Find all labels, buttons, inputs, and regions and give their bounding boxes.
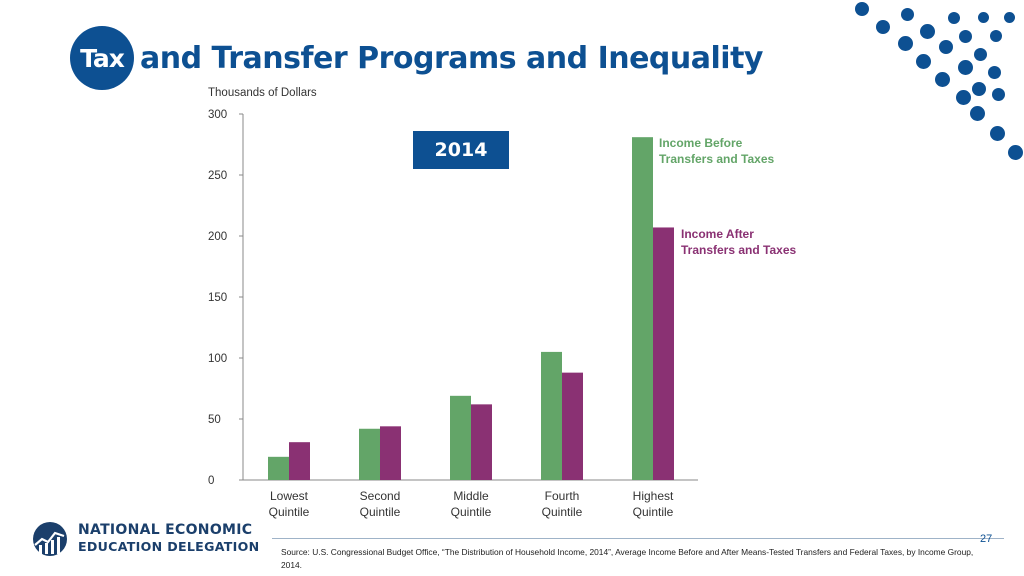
title-text: and Transfer Programs and Inequality — [140, 40, 763, 76]
x-tick-label: Quintile — [269, 505, 310, 519]
bar-after — [653, 227, 674, 480]
y-tick-label: 250 — [208, 170, 227, 182]
slide-title: Tax and Transfer Programs and Inequality — [70, 26, 763, 90]
dot — [992, 88, 1005, 101]
bar-chart: Thousands of Dollars 0 50 100 150 200 250 300 Lo… — [208, 87, 796, 519]
bar-before — [268, 456, 289, 480]
dot — [956, 90, 971, 105]
bar-after — [380, 426, 401, 480]
logo: NATIONAL ECONOMIC EDUCATION DELEGATION — [30, 519, 270, 559]
legend-label-after: Transfers and Taxes — [681, 243, 796, 257]
legend-label-after: Income After — [681, 227, 754, 241]
dot — [898, 36, 913, 51]
dot — [972, 82, 986, 96]
dot — [1004, 12, 1015, 23]
x-tick-label: Fourth — [545, 489, 580, 503]
legend-label-before: Transfers and Taxes — [659, 152, 774, 166]
x-tick-label: Middle — [453, 489, 489, 503]
dot — [916, 54, 931, 69]
title-highlight-circle: Tax — [70, 26, 134, 90]
bar-before — [359, 428, 380, 480]
x-tick-label: Quintile — [360, 505, 401, 519]
legend-label-before: Income Before — [659, 136, 743, 150]
logo-line-1: NATIONAL ECONOMIC — [78, 522, 253, 538]
y-tick-label: 200 — [208, 231, 227, 243]
dot — [876, 20, 890, 34]
dot — [978, 12, 989, 23]
y-axis-label: Thousands of Dollars — [208, 87, 317, 99]
dot — [920, 24, 935, 39]
x-tick-label: Highest — [633, 489, 674, 503]
y-tick-label: 100 — [208, 353, 227, 365]
nfed-globe-icon — [33, 522, 67, 556]
bar-after — [289, 442, 310, 480]
source-note: Source: U.S. Congressional Budget Office… — [281, 547, 974, 570]
x-tick-label: Quintile — [542, 505, 583, 519]
bar-before — [450, 395, 471, 480]
dot — [959, 30, 972, 43]
year-badge: 2014 — [413, 131, 509, 169]
x-tick-label: Quintile — [451, 505, 492, 519]
dot — [901, 8, 914, 21]
bar-after — [471, 404, 492, 480]
dot — [948, 12, 960, 24]
bar-before — [632, 137, 653, 480]
dot — [939, 40, 953, 54]
bar-before — [541, 351, 562, 480]
decorative-dots — [840, 0, 1024, 170]
x-tick-label: Second — [360, 489, 401, 503]
bar-after — [562, 372, 583, 480]
dot — [988, 66, 1001, 79]
y-tick-label: 0 — [208, 475, 214, 487]
y-tick-label: 50 — [208, 414, 221, 426]
dot — [990, 30, 1002, 42]
dot — [990, 126, 1005, 141]
dot — [935, 72, 950, 87]
y-tick-label: 150 — [208, 292, 227, 304]
logo-line-2: EDUCATION DELEGATION — [78, 539, 260, 554]
x-tick-label: Quintile — [633, 505, 674, 519]
y-tick-label: 300 — [208, 109, 227, 121]
dot — [1008, 145, 1023, 160]
page-number: 27 — [980, 533, 993, 545]
footer-divider — [272, 538, 1004, 539]
dot — [970, 106, 985, 121]
x-tick-label: Lowest — [270, 489, 309, 503]
dot — [855, 2, 869, 16]
dot — [958, 60, 973, 75]
dot — [974, 48, 987, 61]
